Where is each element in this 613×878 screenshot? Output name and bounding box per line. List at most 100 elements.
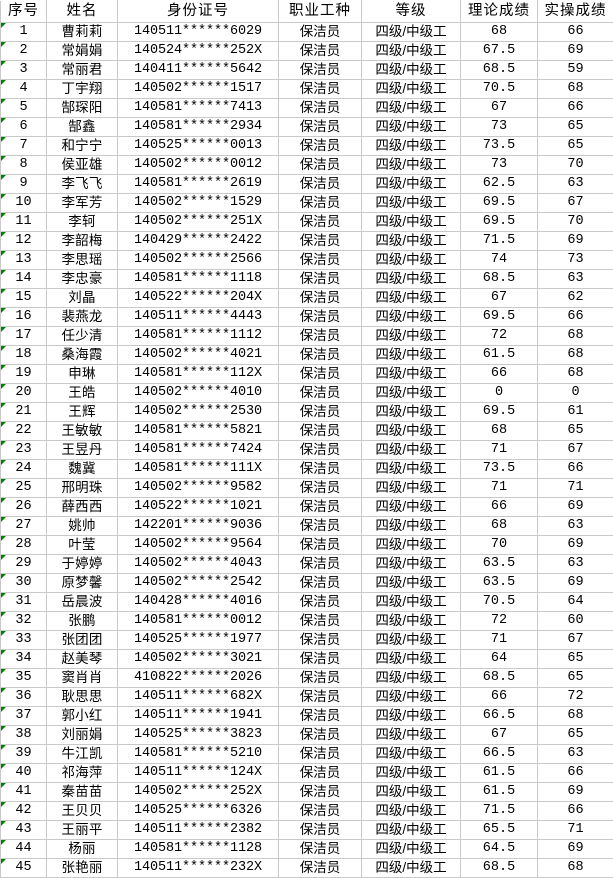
cell-seq[interactable]: 20: [1, 384, 47, 403]
cell-seq[interactable]: 30: [1, 574, 47, 593]
cell-job[interactable]: 保洁员: [279, 42, 362, 61]
cell-theory[interactable]: 67: [461, 99, 538, 118]
cell-seq[interactable]: 4: [1, 80, 47, 99]
cell-id[interactable]: 140502******251X: [118, 213, 279, 232]
cell-level[interactable]: 四级/中级工: [362, 802, 461, 821]
cell-theory[interactable]: 68.5: [461, 669, 538, 688]
cell-job[interactable]: 保洁员: [279, 479, 362, 498]
cell-prac[interactable]: 66: [538, 764, 613, 783]
cell-theory[interactable]: 73: [461, 118, 538, 137]
cell-level[interactable]: 四级/中级工: [362, 365, 461, 384]
cell-seq[interactable]: 40: [1, 764, 47, 783]
cell-level[interactable]: 四级/中级工: [362, 460, 461, 479]
cell-id[interactable]: 140502******9564: [118, 536, 279, 555]
cell-id[interactable]: 140581******1118: [118, 270, 279, 289]
cell-seq[interactable]: 17: [1, 327, 47, 346]
cell-name[interactable]: 王皓: [47, 384, 118, 403]
cell-seq[interactable]: 19: [1, 365, 47, 384]
cell-prac[interactable]: 69: [538, 42, 613, 61]
cell-theory[interactable]: 72: [461, 327, 538, 346]
cell-prac[interactable]: 59: [538, 61, 613, 80]
cell-prac[interactable]: 66: [538, 460, 613, 479]
cell-id[interactable]: 140511******232X: [118, 859, 279, 878]
cell-level[interactable]: 四级/中级工: [362, 61, 461, 80]
cell-name[interactable]: 牛江凯: [47, 745, 118, 764]
cell-name[interactable]: 魏冀: [47, 460, 118, 479]
cell-prac[interactable]: 67: [538, 631, 613, 650]
cell-name[interactable]: 岳晨波: [47, 593, 118, 612]
cell-id[interactable]: 140525******1977: [118, 631, 279, 650]
cell-prac[interactable]: 65: [538, 650, 613, 669]
cell-job[interactable]: 保洁员: [279, 137, 362, 156]
cell-level[interactable]: 四级/中级工: [362, 688, 461, 707]
cell-name[interactable]: 张鹏: [47, 612, 118, 631]
cell-prac[interactable]: 65: [538, 118, 613, 137]
cell-name[interactable]: 刘晶: [47, 289, 118, 308]
cell-id[interactable]: 140581******1128: [118, 840, 279, 859]
cell-seq[interactable]: 25: [1, 479, 47, 498]
cell-id[interactable]: 140581******7424: [118, 441, 279, 460]
cell-job[interactable]: 保洁员: [279, 536, 362, 555]
cell-id[interactable]: 140525******0013: [118, 137, 279, 156]
cell-prac[interactable]: 0: [538, 384, 613, 403]
cell-job[interactable]: 保洁员: [279, 441, 362, 460]
cell-seq[interactable]: 15: [1, 289, 47, 308]
cell-prac[interactable]: 72: [538, 688, 613, 707]
cell-id[interactable]: 140511******4443: [118, 308, 279, 327]
cell-seq[interactable]: 43: [1, 821, 47, 840]
cell-seq[interactable]: 12: [1, 232, 47, 251]
cell-name[interactable]: 常丽君: [47, 61, 118, 80]
cell-job[interactable]: 保洁员: [279, 764, 362, 783]
cell-level[interactable]: 四级/中级工: [362, 536, 461, 555]
cell-level[interactable]: 四级/中级工: [362, 23, 461, 42]
cell-id[interactable]: 140511******1941: [118, 707, 279, 726]
cell-theory[interactable]: 68.5: [461, 270, 538, 289]
cell-name[interactable]: 李军芳: [47, 194, 118, 213]
cell-seq[interactable]: 23: [1, 441, 47, 460]
cell-job[interactable]: 保洁员: [279, 688, 362, 707]
cell-job[interactable]: 保洁员: [279, 783, 362, 802]
cell-job[interactable]: 保洁员: [279, 232, 362, 251]
cell-id[interactable]: 140511******2382: [118, 821, 279, 840]
cell-seq[interactable]: 42: [1, 802, 47, 821]
cell-id[interactable]: 140525******6326: [118, 802, 279, 821]
column-header-job[interactable]: 职业工种: [279, 1, 362, 23]
cell-theory[interactable]: 73: [461, 156, 538, 175]
cell-name[interactable]: 王贝贝: [47, 802, 118, 821]
cell-theory[interactable]: 67.5: [461, 42, 538, 61]
cell-seq[interactable]: 26: [1, 498, 47, 517]
cell-job[interactable]: 保洁员: [279, 118, 362, 137]
cell-level[interactable]: 四级/中级工: [362, 194, 461, 213]
cell-id[interactable]: 140511******682X: [118, 688, 279, 707]
cell-id[interactable]: 140502******2542: [118, 574, 279, 593]
cell-id[interactable]: 140411******5642: [118, 61, 279, 80]
cell-level[interactable]: 四级/中级工: [362, 175, 461, 194]
cell-prac[interactable]: 69: [538, 232, 613, 251]
cell-theory[interactable]: 68.5: [461, 61, 538, 80]
cell-name[interactable]: 裴燕龙: [47, 308, 118, 327]
cell-level[interactable]: 四级/中级工: [362, 574, 461, 593]
cell-name[interactable]: 祁海萍: [47, 764, 118, 783]
cell-theory[interactable]: 69.5: [461, 213, 538, 232]
cell-level[interactable]: 四级/中级工: [362, 669, 461, 688]
